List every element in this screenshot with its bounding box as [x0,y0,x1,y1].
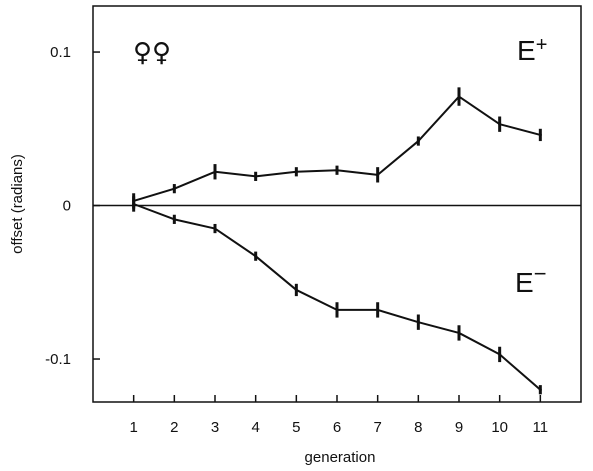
data-point-e-minus [132,202,136,206]
data-point-e-plus [457,95,461,99]
x-tick-label: 9 [455,419,463,436]
x-tick-label: 6 [333,419,341,436]
data-point-e-plus [498,122,502,126]
data-point-e-minus [254,254,258,258]
series-line-e-plus [133,95,541,202]
x-tick-label: 5 [292,419,300,436]
data-point-e-minus [294,288,298,292]
data-point-e-minus [172,217,176,221]
series-label-e-plus: E+ [517,34,547,66]
data-point-e-plus [416,139,420,143]
series-layer [132,87,542,395]
y-tick-label: 0.1 [50,44,71,61]
data-point-e-minus [457,331,461,335]
x-tick-label: 10 [491,419,508,436]
data-point-e-minus [335,308,339,312]
data-point-e-minus [498,352,502,356]
x-tick-label: 8 [414,419,422,436]
series-label-e-plus-base: E [517,35,536,66]
data-point-e-plus [335,168,339,172]
data-point-e-plus [172,187,176,191]
y-axis-label: offset (radians) [9,154,26,254]
y-tick-label: 0 [63,198,71,215]
data-point-e-plus [254,174,258,178]
series-line-e-minus [133,203,541,391]
x-tick-label: 3 [211,419,219,436]
x-tick-label: 1 [129,419,137,436]
series-label-e-minus-sup: − [534,261,547,286]
y-tick-label: -0.1 [45,351,71,368]
data-point-e-minus [213,227,217,231]
x-tick-label: 2 [170,419,178,436]
series-label-e-minus-base: E [515,267,534,298]
data-point-e-minus [416,320,420,324]
series-label-e-plus-sup: + [536,34,548,56]
ticks: 1 2 3 4 5 6 7 8 9 10 11 0.1 0 -0.1 [45,44,548,436]
data-point-e-minus [376,308,380,312]
female-symbols-annotation: ♀♀ [133,38,171,68]
data-point-e-plus [294,170,298,174]
data-point-e-plus [538,133,542,137]
x-tick-label: 4 [251,419,259,436]
x-tick-label: 11 [533,419,549,436]
series-label-e-minus: E− [515,261,547,298]
data-point-e-minus [538,388,542,392]
data-point-e-plus [376,173,380,177]
x-tick-label: 7 [373,419,381,436]
data-point-e-plus [213,170,217,174]
x-axis-label: generation [305,449,376,466]
